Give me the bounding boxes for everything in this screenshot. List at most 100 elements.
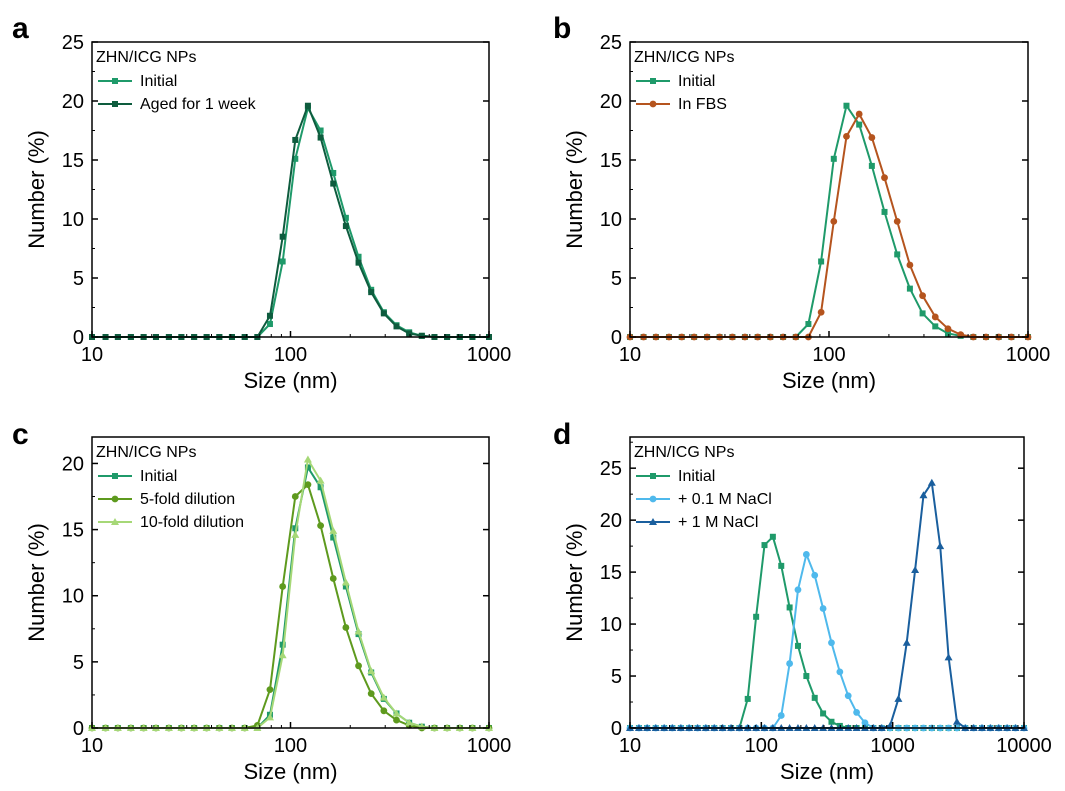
- legend: ZHN/ICG NPs Initial Aged for 1 week: [96, 49, 257, 113]
- legend-marker: [649, 495, 657, 503]
- legend-entry: 10-fold dilution: [140, 514, 244, 531]
- data-point: [830, 217, 838, 225]
- data-point: [843, 133, 850, 140]
- panel-letter: b: [553, 12, 571, 45]
- data-point: [820, 710, 827, 717]
- data-point: [794, 642, 801, 649]
- series-line: [630, 104, 1028, 338]
- y-tick-label: 20: [62, 453, 84, 475]
- x-tick-label: 1000: [467, 735, 512, 757]
- panel-c: c 0 5 10 15 20 10 100 1000 Size (nm) Number (%) ZHN…: [12, 418, 511, 784]
- data-point: [418, 332, 425, 339]
- data-point: [894, 251, 901, 258]
- y-tick-label: 10: [62, 586, 84, 608]
- x-tick-label: 1000: [1006, 344, 1051, 366]
- x-tick-label: 100: [812, 344, 845, 366]
- data-point: [881, 174, 888, 182]
- x-tick-label: 100: [274, 735, 307, 757]
- legend-entry: Initial: [678, 468, 715, 485]
- legend-marker: [111, 495, 119, 503]
- legend-marker: [112, 78, 118, 84]
- series-line: [630, 535, 1024, 729]
- data-point: [316, 476, 325, 484]
- y-tick-label: 5: [73, 268, 84, 290]
- x-axis-label: Size (nm): [243, 368, 337, 393]
- data-point: [919, 491, 928, 499]
- data-point: [931, 313, 939, 321]
- data-point: [392, 709, 401, 717]
- x-axis-label: Size (nm): [243, 759, 337, 784]
- data-point: [744, 695, 751, 702]
- legend-title: ZHN/ICG NPs: [634, 444, 734, 461]
- series-1: [626, 551, 1028, 732]
- y-tick-label: 20: [62, 91, 84, 113]
- data-point: [367, 667, 376, 675]
- legend-marker: [112, 473, 118, 479]
- data-point: [330, 180, 337, 187]
- data-point: [279, 641, 286, 648]
- x-axis-label: Size (nm): [780, 759, 874, 784]
- data-point: [894, 694, 903, 702]
- panel-letter: d: [553, 418, 571, 451]
- legend-marker: [112, 101, 118, 107]
- legend: ZHN/ICG NPs Initial + 0.1 M NaCl + 1 M NaCl: [634, 444, 772, 531]
- data-point: [786, 660, 794, 667]
- data-point: [291, 530, 300, 538]
- legend-marker: [111, 518, 119, 525]
- panel-letter: a: [12, 12, 29, 45]
- y-axis-label: Number (%): [562, 130, 587, 249]
- y-tick-label: 10: [600, 614, 622, 636]
- x-tick-label: 10: [81, 735, 103, 757]
- y-tick-label: 5: [73, 652, 84, 674]
- data-point: [952, 717, 961, 725]
- data-point: [855, 110, 863, 118]
- data-point: [354, 627, 363, 635]
- legend-marker: [649, 518, 657, 525]
- legend-marker: [649, 100, 657, 108]
- x-tick-label: 100: [745, 735, 778, 757]
- data-point: [802, 551, 810, 558]
- legend-entry: Initial: [678, 73, 715, 90]
- legend-entry: Initial: [140, 468, 177, 485]
- data-point: [278, 651, 287, 659]
- data-point: [836, 668, 844, 676]
- data-point: [342, 214, 349, 221]
- y-tick-label: 15: [62, 520, 84, 542]
- legend: ZHN/ICG NPs Initial In FBS: [634, 49, 734, 113]
- data-point: [906, 285, 913, 292]
- legend-entry: Aged for 1 week: [140, 96, 257, 113]
- data-point: [304, 481, 312, 489]
- y-tick-label: 20: [600, 91, 622, 113]
- y-tick-label: 0: [611, 327, 622, 349]
- data-point: [794, 586, 802, 594]
- data-point: [292, 155, 299, 162]
- data-point: [303, 455, 312, 463]
- data-point: [367, 690, 375, 698]
- data-point: [844, 692, 852, 700]
- data-point: [330, 534, 337, 541]
- y-tick-label: 5: [611, 666, 622, 688]
- legend-title: ZHN/ICG NPs: [96, 49, 196, 66]
- data-point: [330, 169, 337, 176]
- legend-title: ZHN/ICG NPs: [634, 49, 734, 66]
- legend: ZHN/ICG NPs Initial 5-fold dilution 10-fold…: [96, 444, 244, 531]
- panel-a: a 0 5 10 15 20 25 10 100 1000 Size (nm) Number (%) Z…: [12, 12, 511, 393]
- legend-entry: Initial: [140, 73, 177, 90]
- legend-entry: 5-fold dilution: [140, 491, 235, 508]
- legend-entry: In FBS: [678, 96, 727, 113]
- x-tick-label: 10000: [996, 735, 1052, 757]
- y-tick-label: 25: [600, 458, 622, 480]
- data-point: [927, 478, 936, 486]
- data-point: [342, 223, 349, 230]
- data-point: [266, 312, 273, 319]
- y-tick-label: 15: [600, 562, 622, 584]
- y-axis-label: Number (%): [562, 523, 587, 642]
- data-point: [803, 673, 810, 680]
- legend-entry: + 1 M NaCl: [678, 514, 758, 531]
- data-point: [279, 583, 287, 590]
- data-point: [828, 718, 835, 725]
- plot-frame: [629, 436, 1025, 729]
- data-point: [811, 571, 819, 579]
- data-point: [265, 713, 274, 721]
- y-tick-label: 10: [600, 209, 622, 231]
